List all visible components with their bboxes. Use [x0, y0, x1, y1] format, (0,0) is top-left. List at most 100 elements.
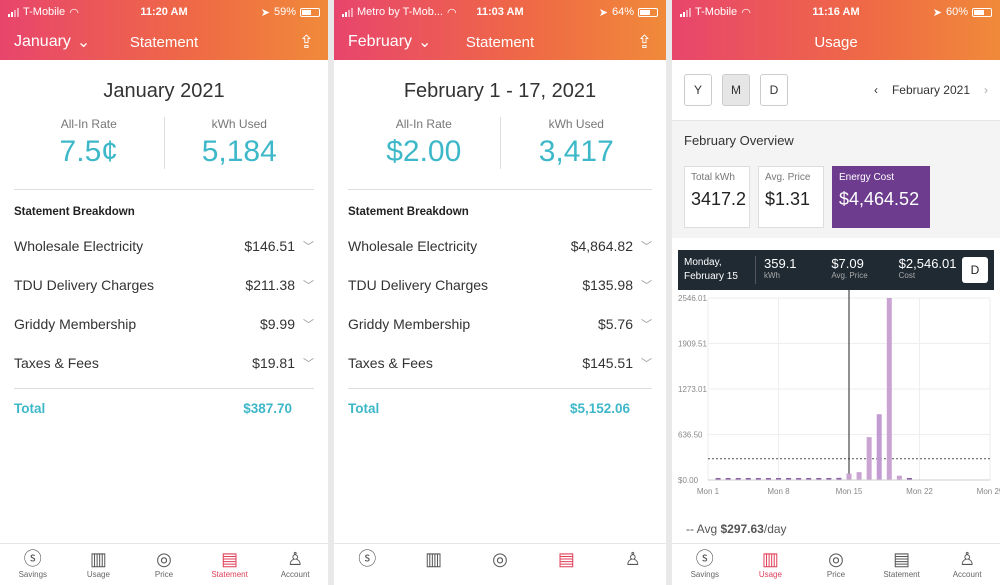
tab-account[interactable]: ♙ Account [262, 544, 328, 585]
tooltip-avg-price: $7.09 [831, 256, 864, 271]
tab-account[interactable]: ♙ [600, 544, 666, 585]
tab-price[interactable]: ◎ Price [131, 544, 197, 585]
breakdown-row[interactable]: TDU Delivery Charges $211.38 ﹀ [14, 276, 314, 293]
kwh-value: 3,417 [538, 135, 614, 168]
tab-statement[interactable]: ▤ Statement [869, 544, 935, 585]
x-tick-label: Mon 22 [906, 487, 933, 496]
tooltip-date: February 15 [684, 271, 738, 282]
avg-price-card[interactable]: Avg. Price $1.31 [758, 166, 824, 228]
header: T-Mobile ◠ 11:20 AM ➤ 59% January ⌄ Stateme… [0, 0, 328, 60]
chevron-down-icon[interactable]: ﹀ [641, 357, 652, 370]
tab-bar: ⓢ ▥ ◎ ▤ ♙ [334, 543, 666, 585]
chart-bar [765, 478, 771, 480]
usage-chart[interactable]: $0.00 636.50 1273.01 1909.51 2546.01 Mon 1 Mon… [672, 290, 1000, 500]
document-icon: ▤ [221, 549, 239, 569]
y-tick-label: $0.00 [678, 476, 699, 485]
month-selector[interactable]: January ⌄ [14, 33, 91, 51]
breakdown-row[interactable]: Griddy Membership $5.76 ﹀ [348, 315, 652, 332]
tooltip-day: Monday, [684, 257, 722, 268]
tab-usage[interactable]: ▥ Usage [738, 544, 804, 585]
energy-cost-card[interactable]: Energy Cost $4,464.52 [832, 166, 930, 228]
breakdown-row[interactable]: Griddy Membership $9.99 ﹀ [14, 315, 314, 332]
chart-bar [816, 478, 822, 480]
breakdown-row[interactable]: Taxes & Fees $19.81 ﹀ [14, 354, 314, 371]
tab-price[interactable]: ◎ Price [803, 544, 869, 585]
rate-label: All-In Rate [395, 117, 452, 131]
location-icon: ➤ [598, 6, 608, 19]
dollar-coin-icon: ⓢ [695, 549, 714, 569]
gauge-icon: ◎ [492, 549, 508, 569]
battery-percent: 59% [273, 6, 296, 18]
breakdown-row[interactable]: TDU Delivery Charges $135.98 ﹀ [348, 276, 652, 293]
status-bar: T-Mobile ◠ 11:20 AM ➤ 59% [0, 0, 328, 24]
y-tick-label: 1909.51 [678, 339, 707, 348]
usage-screen: T-Mobile ◠ 11:16 AM ➤ 60% Usage Y M D ‹ Fe… [672, 0, 1000, 585]
tab-statement[interactable]: ▤ [533, 544, 599, 585]
month-navigator: ‹ February 2021 › [874, 83, 988, 97]
breakdown-row[interactable]: Wholesale Electricity $146.51 ﹀ [14, 237, 314, 254]
day-detail-button[interactable]: D [961, 257, 988, 283]
month-toggle[interactable]: M [722, 74, 750, 106]
kwh-value: 5,184 [201, 135, 277, 168]
month-selector[interactable]: February ⌄ [348, 33, 432, 51]
y-tick-label: 1273.01 [678, 385, 707, 394]
share-icon[interactable]: ⇪ [636, 31, 652, 52]
tab-bar: ⓢ Savings ▥ Usage ◎ Price ▤ Statement ♙ Accou… [672, 543, 1000, 585]
tab-statement[interactable]: ▤ Statement [197, 544, 263, 585]
usage-chart-svg[interactable]: $0.00 636.50 1273.01 1909.51 2546.01 Mon 1 Mon… [672, 290, 1000, 505]
chart-bar [776, 478, 781, 480]
tab-bar: ⓢ Savings ▥ Usage ◎ Price ▤ Statement ♙ Accou… [0, 543, 328, 585]
chart-bar [836, 477, 842, 480]
tooltip-cost: $2,546.01 [898, 256, 957, 271]
document-icon: ▤ [893, 549, 911, 569]
year-toggle[interactable]: Y [684, 74, 712, 106]
statement-period: January 2021 [103, 80, 225, 102]
tab-savings[interactable]: ⓢ Savings [672, 544, 738, 585]
page-title: Usage [814, 33, 858, 51]
document-icon: ▤ [557, 549, 575, 569]
tab-price[interactable]: ◎ [467, 544, 533, 585]
chart-bar [806, 478, 812, 480]
status-bar: Metro by T-Mob... ◠ 11:03 AM ➤ 64% [334, 0, 666, 24]
breakdown-row[interactable]: Taxes & Fees $145.51 ﹀ [348, 354, 652, 371]
battery-icon [638, 7, 658, 17]
day-toggle[interactable]: D [760, 74, 788, 106]
breakdown-row[interactable]: Wholesale Electricity $4,864.82 ﹀ [348, 237, 652, 254]
gauge-icon: ◎ [156, 549, 172, 569]
bar-chart-icon: ▥ [425, 549, 443, 569]
carrier-label: Metro by T-Mob... [357, 6, 443, 18]
chevron-down-icon[interactable]: ﹀ [641, 318, 652, 331]
chevron-right-icon[interactable]: › [984, 83, 988, 97]
stats-row: All-In Rate $2.00 kWh Used 3,417 [348, 117, 652, 190]
signal-icon [342, 7, 353, 17]
tab-account[interactable]: ♙ Account [934, 544, 1000, 585]
tab-savings[interactable]: ⓢ Savings [0, 544, 66, 585]
tab-usage[interactable]: ▥ Usage [66, 544, 132, 585]
bar-chart-icon: ▥ [89, 549, 107, 569]
chart-bar [826, 478, 832, 480]
tab-usage[interactable]: ▥ [400, 544, 466, 585]
x-tick-label: Mon 29 [977, 487, 1000, 496]
person-icon: ♙ [959, 549, 976, 569]
chevron-down-icon[interactable]: ﹀ [303, 240, 314, 253]
statement-period: February 1 - 17, 2021 [403, 80, 597, 102]
breakdown-title: Statement Breakdown [348, 206, 469, 218]
chevron-down-icon[interactable]: ﹀ [641, 240, 652, 253]
wifi-icon: ◠ [741, 6, 751, 19]
chart-bar [846, 473, 852, 480]
overview-panel: February Overview Total kWh 3417.2 Avg. P… [672, 120, 1000, 238]
chart-bar [896, 475, 902, 480]
total-kwh-card[interactable]: Total kWh 3417.2 [684, 166, 750, 228]
battery-percent: 64% [611, 6, 634, 18]
chevron-down-icon[interactable]: ﹀ [303, 318, 314, 331]
tab-savings[interactable]: ⓢ [334, 544, 400, 585]
carrier-label: T-Mobile [23, 6, 66, 18]
chevron-down-icon[interactable]: ﹀ [303, 279, 314, 292]
share-icon[interactable]: ⇪ [298, 31, 314, 52]
total-row: Total $5,152.06 [348, 388, 652, 416]
y-tick-label: 2546.01 [678, 294, 707, 303]
chevron-left-icon[interactable]: ‹ [873, 83, 878, 97]
gauge-icon: ◎ [828, 549, 844, 569]
chevron-down-icon[interactable]: ﹀ [303, 357, 314, 370]
chevron-down-icon[interactable]: ﹀ [641, 279, 652, 292]
